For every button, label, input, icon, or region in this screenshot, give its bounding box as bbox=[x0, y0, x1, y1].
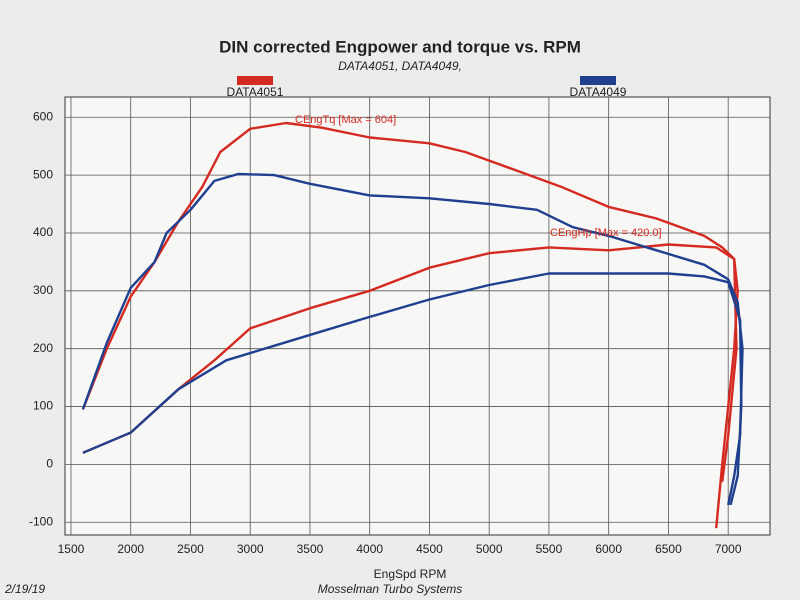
x-tick-label: 2000 bbox=[117, 542, 144, 556]
y-tick-label: 200 bbox=[33, 341, 53, 355]
x-tick-label: 1500 bbox=[58, 542, 85, 556]
y-tick-label: 600 bbox=[33, 109, 53, 123]
chart-title: DIN corrected Engpower and torque vs. RP… bbox=[219, 37, 581, 56]
y-tick-label: 300 bbox=[33, 283, 53, 297]
data-line bbox=[82, 243, 738, 482]
x-tick-label: 6500 bbox=[655, 542, 682, 556]
footer-date: 2/19/19 bbox=[4, 582, 45, 596]
x-tick-label: 7000 bbox=[715, 542, 742, 556]
y-tick-label: 500 bbox=[33, 167, 53, 181]
y-tick-label: 0 bbox=[46, 457, 53, 471]
legend-label: DATA4051 bbox=[227, 85, 284, 99]
data-line bbox=[81, 172, 744, 506]
data-line bbox=[82, 272, 743, 506]
legend-swatch bbox=[237, 76, 273, 85]
x-tick-label: 3000 bbox=[237, 542, 264, 556]
x-tick-label: 4500 bbox=[416, 542, 443, 556]
chart-subtitle: DATA4051, DATA4049, bbox=[338, 59, 462, 73]
legend-label: DATA4049 bbox=[570, 85, 627, 99]
annotation: CEngTq [Max = 604] bbox=[295, 114, 396, 126]
footer-company: Mosselman Turbo Systems bbox=[318, 582, 463, 596]
annotation: CEngHp [Max = 420.0] bbox=[550, 227, 662, 239]
y-tick-label: 100 bbox=[33, 399, 53, 413]
y-tick-label: 400 bbox=[33, 225, 53, 239]
y-tick-label: -100 bbox=[29, 514, 53, 528]
x-tick-label: 2500 bbox=[177, 542, 204, 556]
x-tick-label: 6000 bbox=[595, 542, 622, 556]
x-tick-label: 5500 bbox=[536, 542, 563, 556]
x-tick-label: 3500 bbox=[297, 542, 324, 556]
plot-area bbox=[64, 96, 771, 536]
x-tick-label: 4000 bbox=[356, 542, 383, 556]
x-tick-label: 5000 bbox=[476, 542, 503, 556]
legend-swatch bbox=[580, 76, 616, 85]
x-axis-label: EngSpd RPM bbox=[374, 567, 447, 581]
